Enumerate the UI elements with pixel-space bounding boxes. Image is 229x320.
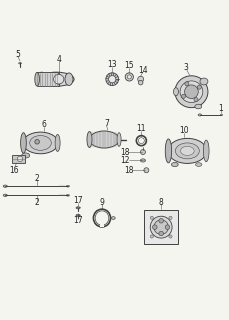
Ellipse shape — [220, 114, 223, 116]
Circle shape — [194, 98, 198, 102]
Ellipse shape — [200, 78, 208, 85]
Ellipse shape — [117, 133, 121, 146]
Circle shape — [182, 94, 185, 98]
Text: 1: 1 — [219, 104, 224, 113]
Ellipse shape — [35, 72, 39, 86]
Text: 9: 9 — [100, 198, 104, 207]
Circle shape — [138, 138, 144, 144]
Ellipse shape — [3, 185, 7, 187]
Text: 16: 16 — [10, 166, 19, 175]
Ellipse shape — [112, 217, 115, 220]
Circle shape — [159, 219, 164, 223]
Bar — [37, 72, 59, 86]
Ellipse shape — [140, 159, 145, 162]
Circle shape — [185, 85, 198, 99]
Circle shape — [153, 225, 157, 229]
Text: 8: 8 — [159, 198, 164, 207]
Ellipse shape — [57, 74, 61, 85]
Circle shape — [127, 75, 131, 79]
Circle shape — [150, 216, 172, 238]
Text: 10: 10 — [179, 126, 189, 135]
Text: 12: 12 — [121, 156, 130, 165]
Circle shape — [197, 85, 201, 89]
Circle shape — [185, 82, 189, 86]
Text: 18: 18 — [124, 166, 134, 175]
Ellipse shape — [66, 185, 69, 187]
Bar — [144, 210, 178, 244]
Ellipse shape — [175, 143, 199, 159]
Ellipse shape — [76, 214, 80, 216]
Ellipse shape — [20, 157, 25, 161]
Text: 2: 2 — [34, 174, 39, 183]
Text: 11: 11 — [137, 124, 146, 133]
Circle shape — [159, 231, 164, 236]
Text: 18: 18 — [120, 148, 130, 156]
Ellipse shape — [175, 76, 208, 108]
Circle shape — [144, 168, 149, 173]
Bar — [12, 155, 25, 163]
Ellipse shape — [171, 163, 178, 167]
Ellipse shape — [22, 153, 30, 158]
Ellipse shape — [196, 163, 202, 166]
Text: 3: 3 — [183, 63, 188, 72]
Ellipse shape — [65, 73, 73, 85]
Text: 7: 7 — [104, 119, 109, 128]
Circle shape — [169, 235, 172, 238]
Circle shape — [150, 235, 153, 238]
Ellipse shape — [23, 132, 58, 154]
Ellipse shape — [90, 131, 119, 148]
Circle shape — [109, 76, 116, 83]
Ellipse shape — [198, 114, 202, 116]
Ellipse shape — [165, 139, 172, 163]
Ellipse shape — [203, 140, 209, 162]
Circle shape — [125, 73, 133, 81]
Text: 4: 4 — [56, 55, 61, 64]
Ellipse shape — [173, 88, 178, 96]
Circle shape — [138, 76, 144, 82]
Ellipse shape — [55, 134, 60, 151]
Ellipse shape — [180, 146, 194, 156]
Text: 14: 14 — [139, 66, 148, 75]
Circle shape — [140, 149, 145, 155]
Ellipse shape — [87, 132, 92, 148]
Ellipse shape — [39, 72, 74, 86]
Circle shape — [138, 80, 143, 85]
Ellipse shape — [19, 63, 21, 64]
Circle shape — [165, 225, 170, 229]
Ellipse shape — [3, 194, 7, 196]
Bar — [100, 223, 104, 227]
Ellipse shape — [66, 194, 69, 196]
Text: 6: 6 — [41, 120, 46, 129]
Circle shape — [17, 156, 23, 162]
Ellipse shape — [21, 133, 26, 153]
Circle shape — [154, 220, 169, 235]
Text: 2: 2 — [34, 198, 39, 207]
Ellipse shape — [37, 72, 46, 86]
Ellipse shape — [180, 81, 203, 102]
Circle shape — [35, 140, 39, 144]
Circle shape — [106, 73, 119, 85]
Ellipse shape — [95, 211, 109, 225]
Ellipse shape — [195, 104, 202, 109]
Text: 17: 17 — [73, 217, 83, 226]
Text: 13: 13 — [107, 60, 117, 69]
Circle shape — [169, 216, 172, 220]
Ellipse shape — [168, 138, 207, 164]
Text: 15: 15 — [125, 61, 134, 70]
Ellipse shape — [30, 136, 51, 150]
Ellipse shape — [54, 75, 64, 84]
Ellipse shape — [76, 207, 80, 209]
Circle shape — [150, 216, 153, 220]
Text: 17: 17 — [73, 196, 83, 205]
Text: 5: 5 — [15, 50, 20, 59]
